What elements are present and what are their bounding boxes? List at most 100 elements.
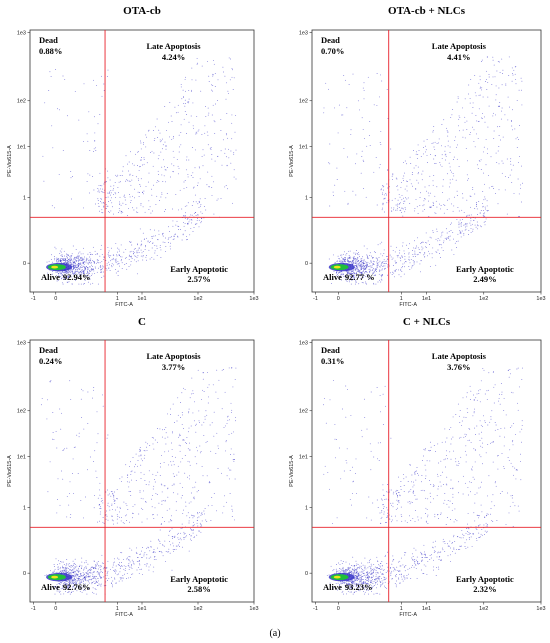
- event-dot: [508, 512, 510, 514]
- event-dot: [85, 561, 87, 563]
- event-dot: [395, 204, 397, 206]
- event-dot: [479, 420, 481, 422]
- event-dot: [381, 279, 383, 281]
- event-dot: [359, 565, 361, 567]
- event-dot: [429, 236, 431, 238]
- event-dot: [192, 517, 194, 519]
- event-dot: [448, 545, 450, 547]
- event-dot: [497, 106, 499, 107]
- event-dot: [183, 214, 185, 216]
- event-dot: [68, 591, 69, 593]
- event-dot: [193, 521, 194, 523]
- event-dot: [83, 271, 85, 273]
- event-dot: [122, 521, 124, 523]
- event-dot: [510, 163, 512, 165]
- event-dot: [511, 125, 513, 127]
- event-dot: [357, 570, 358, 572]
- event-dot: [137, 211, 139, 213]
- event-dot: [510, 160, 511, 162]
- event-dot: [112, 580, 114, 582]
- event-dot: [66, 571, 68, 573]
- event-dot: [417, 562, 419, 564]
- event-dot: [83, 575, 84, 576]
- event-dot: [79, 268, 81, 270]
- event-dot: [376, 567, 378, 569]
- event-dot: [345, 254, 347, 256]
- event-dot: [364, 262, 366, 264]
- event-dot: [453, 450, 455, 452]
- x-tick-label: 1: [400, 296, 403, 302]
- x-axis-label: FITC-A: [399, 302, 417, 308]
- event-dot: [375, 269, 377, 271]
- event-dot: [58, 571, 60, 573]
- event-dot: [67, 564, 69, 566]
- event-dot: [83, 272, 85, 274]
- event-dot: [412, 559, 414, 561]
- event-dot: [361, 271, 363, 273]
- event-dot: [116, 518, 118, 520]
- event-dot: [398, 274, 400, 276]
- event-dot: [370, 270, 372, 272]
- event-dot: [139, 228, 141, 230]
- event-dot: [86, 580, 88, 582]
- event-dot: [402, 266, 404, 267]
- event-dot: [353, 275, 355, 277]
- event-dot: [423, 198, 425, 200]
- event-dot: [495, 424, 497, 426]
- x-tick-label: 0: [54, 606, 57, 612]
- event-dot: [205, 209, 207, 211]
- event-dot: [379, 579, 380, 581]
- event-dot: [107, 177, 109, 179]
- event-dot: [366, 273, 368, 275]
- event-dot: [143, 553, 145, 555]
- event-dot: [383, 249, 385, 251]
- event-dot: [103, 522, 105, 524]
- event-dot: [184, 78, 186, 80]
- event-dot: [376, 264, 378, 266]
- event-dot: [79, 251, 81, 253]
- event-dot: [353, 270, 355, 272]
- event-dot: [453, 156, 455, 158]
- event-dot: [115, 196, 116, 198]
- event-dot: [77, 577, 79, 579]
- event-dot: [472, 476, 474, 478]
- event-dot: [478, 393, 480, 394]
- event-dot: [421, 249, 423, 251]
- event-dot: [359, 274, 361, 276]
- event-dot: [463, 211, 465, 213]
- event-dot: [208, 75, 210, 77]
- event-dot: [140, 464, 142, 466]
- event-dot: [113, 558, 115, 560]
- event-dot: [478, 525, 480, 527]
- event-dot: [380, 74, 381, 76]
- event-dot: [405, 577, 407, 579]
- event-dot: [77, 574, 79, 576]
- event-dot: [130, 261, 132, 263]
- event-dot: [328, 88, 329, 90]
- event-dot: [112, 566, 114, 568]
- event-dot: [200, 203, 202, 205]
- event-dot: [394, 515, 396, 517]
- event-dot: [192, 390, 194, 392]
- event-dot: [73, 572, 75, 574]
- event-dot: [108, 261, 110, 263]
- event-dot: [106, 180, 107, 182]
- event-dot: [441, 441, 443, 443]
- event-dot: [190, 492, 192, 494]
- y-tick-label: 0: [305, 261, 308, 267]
- event-dot: [485, 164, 487, 166]
- event-dot: [194, 194, 196, 196]
- event-dot: [183, 96, 185, 98]
- event-dot: [151, 256, 153, 258]
- event-dot: [382, 189, 384, 191]
- event-dot: [202, 149, 204, 151]
- event-dot: [168, 237, 170, 239]
- event-dot: [437, 488, 439, 490]
- event-dot: [190, 529, 192, 530]
- event-dot: [425, 556, 427, 558]
- event-dot: [505, 83, 507, 85]
- event-dot: [481, 61, 483, 62]
- event-dot: [382, 266, 384, 267]
- event-dot: [507, 119, 509, 121]
- event-dot: [364, 567, 366, 569]
